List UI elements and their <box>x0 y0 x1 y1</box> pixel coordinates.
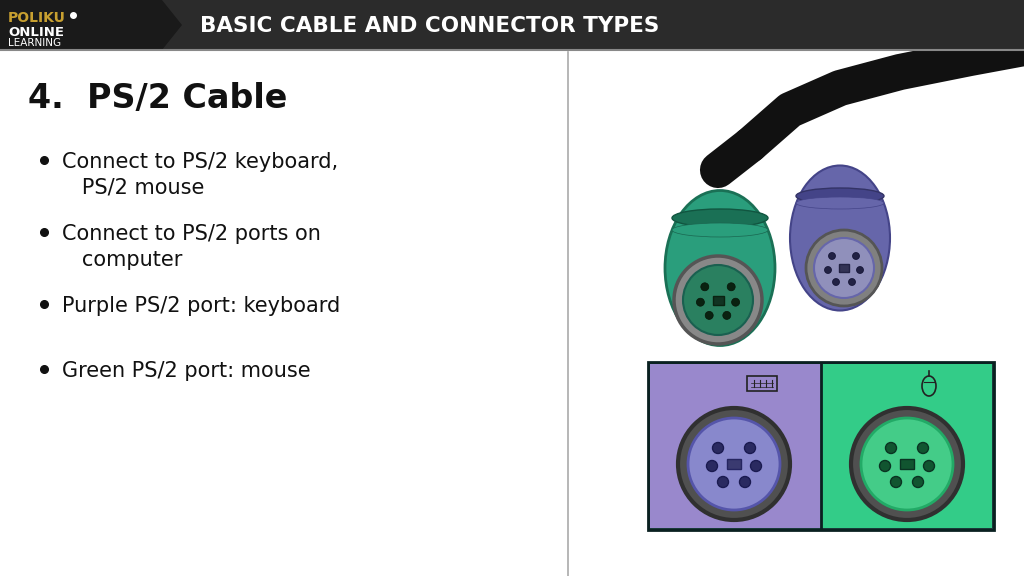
Text: BASIC CABLE AND CONNECTOR TYPES: BASIC CABLE AND CONNECTOR TYPES <box>200 16 659 36</box>
Circle shape <box>674 256 762 344</box>
Circle shape <box>731 298 739 306</box>
Text: LEARNING: LEARNING <box>8 37 61 47</box>
Circle shape <box>814 238 874 298</box>
Ellipse shape <box>665 191 775 346</box>
FancyBboxPatch shape <box>727 459 741 469</box>
Circle shape <box>713 442 724 453</box>
Circle shape <box>723 312 731 320</box>
Circle shape <box>849 279 855 286</box>
FancyBboxPatch shape <box>713 295 724 305</box>
Circle shape <box>912 476 924 487</box>
Ellipse shape <box>796 188 884 204</box>
Text: Connect to PS/2 keyboard,
   PS/2 mouse: Connect to PS/2 keyboard, PS/2 mouse <box>62 152 338 198</box>
FancyBboxPatch shape <box>900 459 914 469</box>
Circle shape <box>918 442 929 453</box>
Circle shape <box>727 283 735 291</box>
Circle shape <box>853 252 859 260</box>
FancyBboxPatch shape <box>839 264 849 272</box>
Text: Connect to PS/2 ports on
   computer: Connect to PS/2 ports on computer <box>62 224 321 270</box>
Circle shape <box>718 476 728 487</box>
Circle shape <box>739 476 751 487</box>
Circle shape <box>806 230 882 306</box>
Text: ONLINE: ONLINE <box>8 26 63 39</box>
FancyBboxPatch shape <box>650 364 821 528</box>
Circle shape <box>828 252 836 260</box>
Circle shape <box>683 265 753 335</box>
Ellipse shape <box>672 223 768 237</box>
FancyBboxPatch shape <box>0 0 1024 50</box>
Text: POLIKU: POLIKU <box>8 11 66 25</box>
Circle shape <box>700 283 709 291</box>
Circle shape <box>688 418 780 510</box>
Circle shape <box>707 460 718 472</box>
Ellipse shape <box>796 197 884 209</box>
Circle shape <box>744 442 756 453</box>
Circle shape <box>824 267 831 274</box>
Circle shape <box>851 408 963 520</box>
Circle shape <box>696 298 705 306</box>
Circle shape <box>880 460 891 472</box>
Text: 4.  PS/2 Cable: 4. PS/2 Cable <box>28 82 288 115</box>
Ellipse shape <box>672 209 768 227</box>
Ellipse shape <box>790 165 890 310</box>
Circle shape <box>706 312 713 320</box>
Circle shape <box>833 279 840 286</box>
FancyBboxPatch shape <box>648 362 994 530</box>
Circle shape <box>891 476 901 487</box>
Polygon shape <box>0 0 182 50</box>
Circle shape <box>861 418 953 510</box>
Circle shape <box>886 442 896 453</box>
Circle shape <box>678 408 790 520</box>
Circle shape <box>856 267 863 274</box>
Text: Green PS/2 port: mouse: Green PS/2 port: mouse <box>62 361 310 381</box>
Text: Purple PS/2 port: keyboard: Purple PS/2 port: keyboard <box>62 296 340 316</box>
Circle shape <box>924 460 935 472</box>
FancyBboxPatch shape <box>821 364 992 528</box>
Circle shape <box>751 460 762 472</box>
